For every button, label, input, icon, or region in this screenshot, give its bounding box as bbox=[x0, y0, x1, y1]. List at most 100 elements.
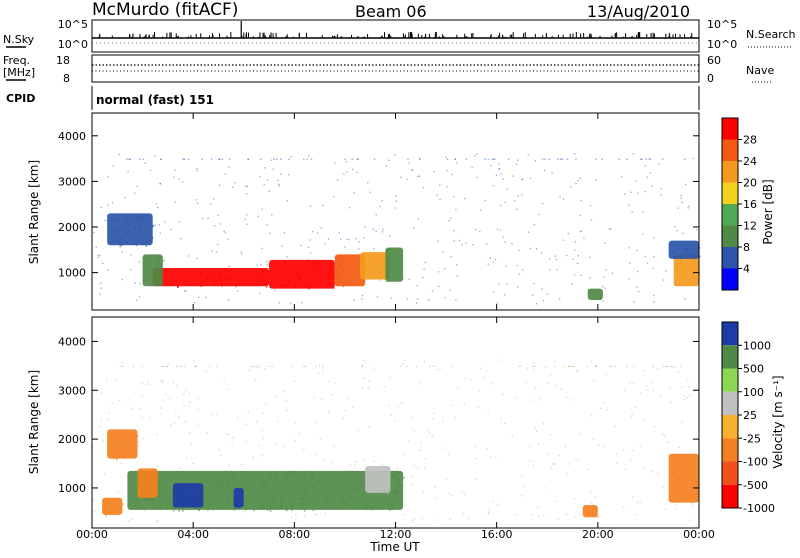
data-texture bbox=[186, 490, 189, 494]
data-texture bbox=[125, 231, 128, 234]
noise-dot bbox=[402, 363, 404, 365]
noise-dot bbox=[572, 365, 575, 368]
data-texture bbox=[227, 500, 230, 503]
data-texture bbox=[311, 474, 313, 477]
data-texture bbox=[390, 471, 393, 474]
data-texture bbox=[686, 247, 689, 250]
noise-dot bbox=[537, 443, 540, 445]
noise-dot bbox=[307, 246, 310, 248]
noise-dot bbox=[159, 232, 161, 234]
noise-dot bbox=[492, 500, 494, 503]
data-texture bbox=[393, 491, 395, 495]
noise-dot bbox=[610, 365, 613, 368]
noise-dot bbox=[138, 441, 140, 443]
noise-dot bbox=[407, 440, 410, 442]
data-texture bbox=[314, 484, 316, 487]
noise-dot bbox=[160, 407, 162, 409]
data-texture bbox=[684, 488, 687, 492]
noise-dot bbox=[344, 158, 347, 160]
data-texture bbox=[213, 275, 215, 278]
data-texture bbox=[375, 271, 378, 274]
data-texture bbox=[271, 491, 274, 494]
noise-dot bbox=[482, 376, 484, 378]
data-texture bbox=[391, 507, 393, 510]
data-texture bbox=[339, 264, 341, 267]
data-texture bbox=[139, 494, 141, 497]
noise-dot bbox=[448, 453, 450, 455]
data-texture bbox=[395, 488, 398, 492]
colorbar-segment bbox=[722, 225, 738, 247]
data-texture bbox=[326, 498, 328, 501]
noise-dot bbox=[364, 226, 366, 228]
noise-dot bbox=[590, 502, 593, 504]
noise-dot bbox=[615, 452, 618, 455]
noise-dot bbox=[99, 425, 101, 428]
data-texture bbox=[350, 496, 352, 499]
noise-dot bbox=[327, 238, 330, 240]
noise-dot bbox=[215, 251, 218, 253]
noise-dot bbox=[624, 193, 626, 195]
data-texture bbox=[155, 492, 157, 495]
noise-dot bbox=[266, 263, 268, 266]
noise-dot bbox=[247, 411, 249, 413]
noise-dot bbox=[205, 370, 207, 372]
noise-dot bbox=[661, 433, 664, 435]
data-texture bbox=[220, 274, 223, 278]
noise-dot bbox=[456, 264, 458, 266]
data-texture bbox=[390, 503, 393, 507]
noise-dot bbox=[256, 365, 258, 368]
noise-dot bbox=[566, 158, 569, 160]
data-texture bbox=[152, 499, 155, 503]
data-texture bbox=[273, 503, 276, 506]
data-texture bbox=[264, 480, 267, 483]
noise-dot bbox=[590, 491, 592, 493]
colorbar-tick-label: 4 bbox=[743, 263, 750, 276]
noise-dot bbox=[479, 230, 481, 233]
noise-dot bbox=[416, 298, 419, 300]
data-texture bbox=[267, 477, 270, 480]
noise-dot bbox=[158, 224, 161, 226]
noise-dot bbox=[572, 258, 574, 261]
noise-dot bbox=[345, 171, 348, 173]
noise-dot bbox=[298, 433, 300, 435]
data-texture bbox=[291, 508, 293, 511]
data-texture bbox=[683, 493, 685, 496]
noise-dot bbox=[412, 519, 414, 522]
noise-dot bbox=[506, 188, 509, 190]
noise-dot bbox=[577, 459, 579, 461]
noise-dot bbox=[333, 445, 335, 447]
data-texture bbox=[116, 438, 118, 441]
noise-dot bbox=[548, 158, 551, 160]
data-texture bbox=[162, 495, 165, 498]
data-texture bbox=[200, 271, 203, 274]
colorbar-segment bbox=[722, 204, 738, 226]
noise-dot bbox=[663, 486, 665, 489]
data-texture bbox=[683, 281, 685, 285]
data-texture bbox=[151, 260, 153, 263]
data-texture bbox=[257, 277, 260, 280]
data-texture bbox=[307, 287, 310, 290]
freq-label: Freq. bbox=[3, 54, 30, 67]
noise-dot bbox=[227, 299, 230, 301]
data-texture bbox=[279, 507, 281, 510]
noise-dot bbox=[232, 186, 234, 188]
time-tick-label: 08:00 bbox=[278, 528, 310, 541]
noise-dot bbox=[184, 290, 186, 292]
noise-dot bbox=[478, 390, 480, 392]
data-texture bbox=[157, 256, 160, 259]
data-texture bbox=[138, 223, 141, 227]
noise-dot bbox=[196, 170, 199, 172]
noise-dot bbox=[138, 296, 141, 298]
data-texture bbox=[315, 491, 318, 494]
data-texture bbox=[337, 263, 340, 266]
noise-dot bbox=[534, 427, 537, 430]
noise-dot bbox=[156, 520, 158, 522]
noise-dot bbox=[629, 459, 632, 462]
noise-dot bbox=[684, 298, 686, 300]
data-texture bbox=[384, 470, 387, 473]
data-texture bbox=[145, 499, 147, 502]
noise-dot bbox=[382, 228, 384, 231]
noise-dot bbox=[193, 360, 196, 362]
noise-dot bbox=[417, 175, 419, 178]
noise-dot bbox=[256, 264, 259, 266]
